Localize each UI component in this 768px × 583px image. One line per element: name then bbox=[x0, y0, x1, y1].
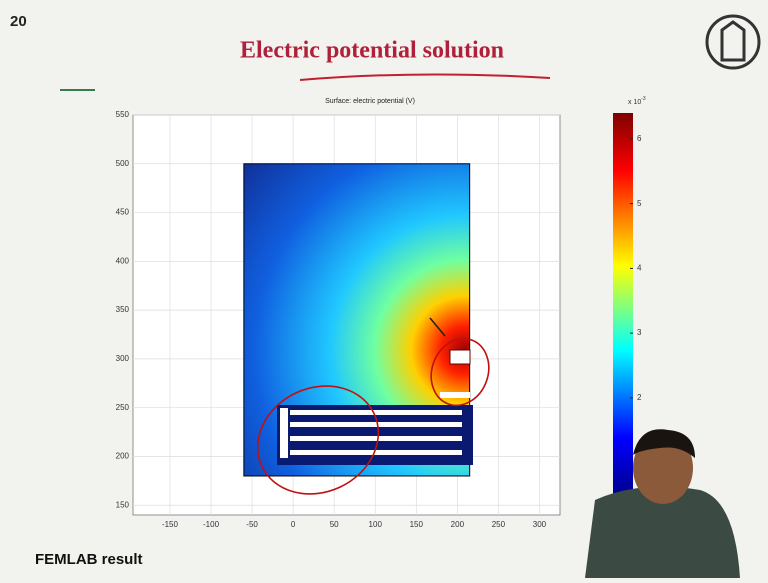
slide-title: Electric potential solution bbox=[240, 38, 504, 64]
x-tick-label: -100 bbox=[203, 520, 220, 529]
y-tick-label: 550 bbox=[116, 110, 130, 119]
y-tick-label: 350 bbox=[116, 305, 130, 314]
logo bbox=[707, 16, 759, 68]
x-tick-label: 150 bbox=[410, 520, 424, 529]
x-tick-label: 100 bbox=[369, 520, 383, 529]
slide-number: 20 bbox=[10, 13, 27, 30]
y-tick-label: 500 bbox=[116, 159, 130, 168]
x-tick-label: 250 bbox=[492, 520, 506, 529]
underline bbox=[300, 74, 550, 80]
colorbar-tick-label: 3 bbox=[637, 328, 642, 337]
y-tick-label: 200 bbox=[116, 452, 130, 461]
coil-bar bbox=[290, 422, 462, 427]
colorbar-tick-label: 2 bbox=[637, 393, 642, 402]
y-tick-label: 450 bbox=[116, 208, 130, 217]
colorbar bbox=[613, 113, 633, 495]
y-tick-label: 300 bbox=[116, 354, 130, 363]
coil-bar bbox=[290, 410, 462, 415]
coil-bar bbox=[290, 450, 462, 455]
x-tick-label: -50 bbox=[246, 520, 258, 529]
coil-end bbox=[280, 408, 288, 458]
coil-bar bbox=[290, 436, 462, 441]
x-tick-label: -150 bbox=[162, 520, 179, 529]
electrode bbox=[450, 350, 470, 364]
y-tick-label: 150 bbox=[116, 500, 130, 509]
presenter bbox=[585, 429, 740, 578]
colorbar-tick-label: 6 bbox=[637, 134, 642, 143]
slide: 20 Electric potential solution Surface: … bbox=[0, 0, 768, 578]
colorbar-exponent: -3 bbox=[641, 96, 646, 102]
x-tick-label: 50 bbox=[330, 520, 339, 529]
colorbar-base: x 10 bbox=[628, 99, 641, 106]
plot-title: Surface: electric potential (V) bbox=[325, 98, 415, 105]
y-tick-label: 250 bbox=[116, 403, 130, 412]
footer: FEMLAB result bbox=[35, 551, 143, 568]
x-tick-label: 0 bbox=[291, 520, 296, 529]
y-tick-label: 400 bbox=[116, 256, 130, 265]
colorbar-tick-label: 4 bbox=[637, 263, 642, 272]
colorbar-label: x 10-3 bbox=[628, 96, 646, 106]
x-tick-label: 300 bbox=[533, 520, 547, 529]
electrode-base bbox=[440, 392, 470, 398]
colorbar-tick-label: 5 bbox=[637, 199, 642, 208]
x-tick-label: 200 bbox=[451, 520, 465, 529]
